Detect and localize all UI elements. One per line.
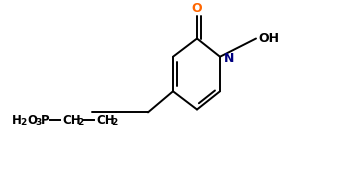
Text: P: P — [41, 114, 50, 127]
Text: 2: 2 — [20, 118, 26, 127]
Text: H: H — [12, 114, 22, 127]
Text: 3: 3 — [35, 118, 41, 127]
Text: N: N — [224, 52, 235, 65]
Text: 2: 2 — [111, 118, 117, 127]
Text: CH: CH — [96, 114, 114, 127]
Text: 2: 2 — [77, 118, 83, 127]
Text: O: O — [27, 114, 37, 127]
Text: O: O — [192, 2, 202, 15]
Text: CH: CH — [62, 114, 81, 127]
Text: OH: OH — [258, 32, 279, 45]
